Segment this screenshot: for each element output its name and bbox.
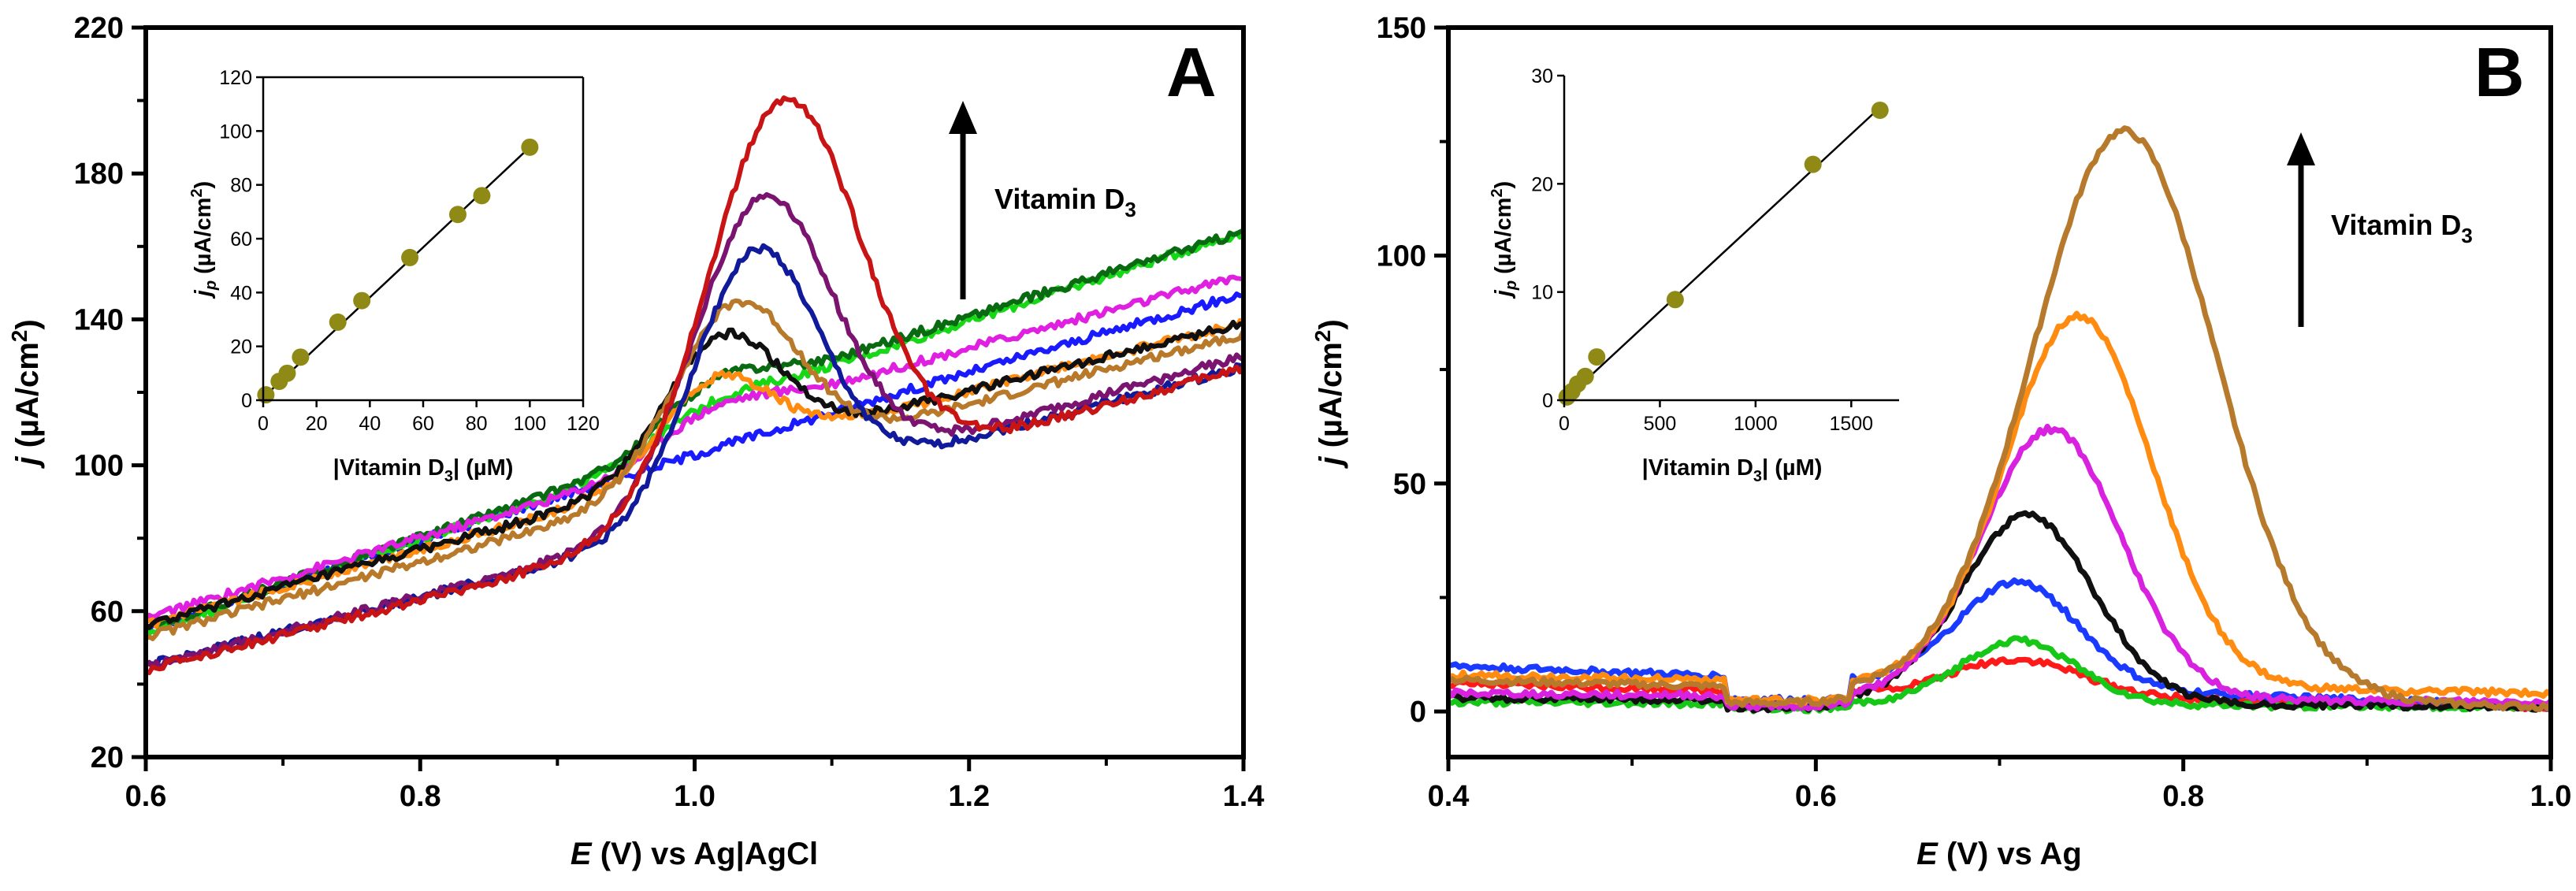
panel-b-inset-point	[1871, 101, 1889, 119]
panel-a-inset-ticks: 0 20 40 60 80 100 120 0 20 40 60 80 100 120	[219, 67, 600, 435]
panel-b-inset-y-tick-label: 0	[1542, 390, 1553, 412]
panel-a-y-tick-label: 60	[91, 596, 124, 629]
panel-a-inset-x-title: |Vitamin D3| (µM)	[333, 455, 514, 485]
panel-b-y-tick-label: 100	[1377, 239, 1426, 273]
panel-a-inset-y-tick-label: 40	[230, 282, 252, 304]
panel-a-inset-point	[329, 313, 347, 331]
panel-b-y-tick-label: 150	[1377, 12, 1426, 45]
panel-a-y-tick-label: 140	[74, 303, 124, 336]
panel-a-x-tick-label: 1.2	[948, 780, 990, 813]
panel-a-inset-point	[257, 386, 275, 404]
panel-a-inset-point	[521, 138, 539, 156]
panel-a-inset-y-tick-label: 20	[230, 336, 252, 358]
panel-b-inset-point	[1804, 155, 1822, 173]
panel-a-x-tick-label: 1.4	[1223, 780, 1265, 813]
panel-a-inset-x-tick-label: 120	[567, 413, 600, 435]
panel-a-inset-background	[260, 77, 583, 400]
panel-b-y-title: j (µA/cm2)	[1310, 319, 1348, 469]
panel-a-x-tick-label: 0.6	[125, 780, 167, 813]
panel-a-arrow-label: Vitamin D3	[994, 183, 1136, 221]
panel-a-inset-point	[401, 248, 419, 266]
panel-b-series-magenta	[1446, 423, 2553, 712]
panel-a-ticks: 0.6 0.8 1.0 1.2 1.4 20 60 100 140 180 220	[74, 12, 1265, 813]
panel-b-x-tick-label: 0.6	[1795, 780, 1837, 813]
panel-a-inset-point	[292, 348, 310, 366]
panel-a-y-tick-label: 20	[91, 741, 124, 774]
panel-a-inset-y-title: jp (µA/cm2)	[188, 181, 220, 299]
panel-b-inset-y-title: jp (µA/cm2)	[1489, 181, 1520, 299]
panel-a-inset-point	[278, 364, 296, 382]
panel-b-label: B	[2474, 33, 2525, 111]
panel-b-x-tick-label: 0.4	[1428, 780, 1470, 813]
panel-a-inset-point	[473, 187, 491, 205]
panel-a-inset-x-tick-label: 20	[306, 413, 328, 435]
panel-b-arrow-head	[2287, 132, 2315, 165]
panel-a-inset-y-tick-label: 60	[230, 228, 252, 251]
panel-a-arrow-head	[949, 101, 977, 134]
panel-a-inset-point	[353, 291, 371, 310]
panel-b-inset-x-tick-label: 500	[1644, 413, 1677, 435]
panel-b-inset-y-tick-label: 20	[1531, 173, 1553, 195]
panel-b-inset-point	[1576, 367, 1594, 385]
panel-b-inset-points	[1558, 101, 1889, 406]
panel-a-x-tick-label: 0.8	[400, 780, 441, 813]
panel-b-inset-fit-line	[1563, 106, 1881, 401]
panel-b-inset-x-tick-label: 1500	[1829, 413, 1873, 435]
panel-b-inset-fit-layer	[1563, 106, 1881, 401]
panel-a-series-black	[144, 319, 1244, 630]
panel-a-label: A	[1166, 33, 1217, 111]
panel-b-y-tick-label: 0	[1410, 696, 1426, 729]
panel-b-y-tick-label: 50	[1393, 468, 1426, 501]
panel-b: 0.4 0.6 0.8 1.0 0 50 100 150 0 500 1000 1500 0 10 20 3…	[1310, 12, 2571, 871]
panel-a-inset-y-tick-label: 80	[230, 175, 252, 197]
panel-b-inset-background	[1552, 77, 1907, 402]
panel-a-series-dark-green	[145, 228, 1244, 631]
panel-a-series-red	[144, 95, 1246, 675]
panel-a-x-title: E (V) vs Ag|AgCl	[571, 837, 818, 871]
panel-a-inset-x-tick-label: 40	[359, 413, 381, 435]
panel-b-inset-x-tick-label: 1000	[1734, 413, 1778, 435]
panel-b-x-tick-label: 1.0	[2530, 780, 2572, 813]
panel-a-inset-x-tick-label: 80	[466, 413, 488, 435]
panel-b-arrow-label: Vitamin D3	[2331, 209, 2473, 247]
panel-a-inset-points	[257, 138, 539, 404]
panel-a-inset-x-tick-label: 60	[412, 413, 434, 435]
panel-a-y-title: j (µA/cm2)	[7, 319, 45, 469]
panel-b-inset-point	[1588, 348, 1606, 366]
panel-b-inset-x-title: |Vitamin D3| (µM)	[1642, 455, 1823, 485]
panel-a-y-tick-label: 220	[74, 12, 124, 45]
panel-a-series-brown	[144, 298, 1246, 641]
panel-a: 0.6 0.8 1.0 1.2 1.4 20 60 100 140 180 220 0 20 40 60 8…	[7, 12, 1264, 871]
panel-a-inset-point	[448, 206, 467, 224]
panel-a-inset-x-tick-label: 100	[513, 413, 546, 435]
panel-a-series-magenta	[143, 274, 1244, 622]
panel-b-inset-ticks: 0 500 1000 1500 0 10 20 30	[1531, 65, 1873, 435]
panel-a-inset-y-tick-label: 100	[219, 121, 252, 143]
panel-a-x-tick-label: 1.0	[674, 780, 716, 813]
panel-a-inset-y-tick-label: 120	[219, 67, 252, 89]
panel-b-series-brown	[1447, 125, 2553, 712]
panel-a-inset-y-tick-label: 0	[241, 390, 252, 412]
panel-b-series	[1446, 125, 2553, 715]
panel-b-inset-point	[1666, 291, 1684, 309]
panel-b-inset-x-tick-label: 0	[1559, 413, 1570, 435]
panel-b-x-tick-label: 0.8	[2162, 780, 2204, 813]
panel-a-y-tick-label: 180	[74, 158, 124, 191]
panel-a-series	[143, 95, 1246, 675]
panel-b-inset-y-tick-label: 10	[1531, 282, 1553, 304]
panel-a-inset-x-tick-label: 0	[258, 413, 269, 435]
panel-b-x-title: E (V) vs Ag	[1916, 837, 2082, 871]
panel-a-y-tick-label: 100	[74, 450, 124, 483]
panel-b-inset-y-tick-label: 30	[1531, 65, 1553, 87]
